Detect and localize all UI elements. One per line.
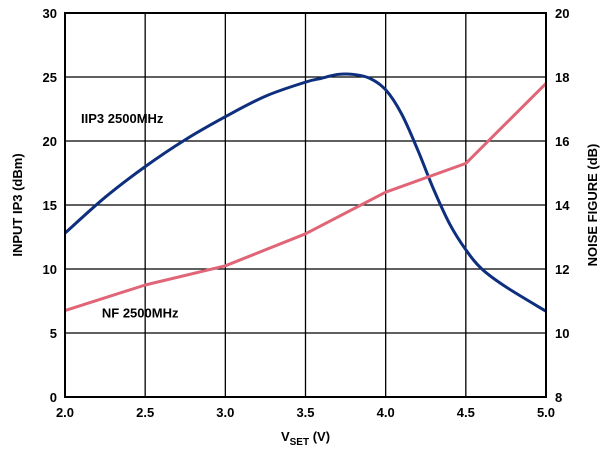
- y-right-tick-label: 14: [555, 198, 570, 213]
- y-axis-right-title: NOISE FIGURE (dB): [585, 144, 600, 267]
- y-right-tick-label: 8: [555, 390, 562, 405]
- y-left-tick-label: 0: [50, 390, 57, 405]
- y-right-tick-label: 16: [555, 134, 569, 149]
- grid: [65, 13, 546, 397]
- y-left-tick-label: 30: [43, 6, 57, 21]
- y-left-tick-label: 25: [43, 70, 57, 85]
- plot-frame: [64, 12, 547, 398]
- y-right-tick-label: 20: [555, 6, 569, 21]
- y-left-tick-label: 15: [43, 198, 57, 213]
- x-tick-label: 4.0: [377, 405, 395, 420]
- x-tick-label: 3.5: [296, 405, 314, 420]
- y-right-tick-label: 18: [555, 70, 569, 85]
- y-right-tick-label: 10: [555, 326, 569, 341]
- x-axis-title-sub: SET: [290, 437, 309, 448]
- x-tick-label: 2.5: [136, 405, 154, 420]
- x-axis-title-main: V: [281, 429, 290, 444]
- x-tick-label: 4.5: [457, 405, 475, 420]
- series-label-iip3: IIP3 2500MHz: [81, 111, 164, 126]
- x-tick-label: 2.0: [56, 405, 74, 420]
- y-left-tick-label: 20: [43, 134, 57, 149]
- x-axis-title-unit: (V): [309, 429, 330, 444]
- tick-labels: 2.0 2.5 3.0 3.5 4.0 4.5 5.0 0 5 10 15 20 25 30 8 10 12 14…: [43, 6, 571, 420]
- series-label-nf: NF 2500MHz: [102, 306, 179, 321]
- x-tick-label: 5.0: [537, 405, 555, 420]
- x-tick-label: 3.0: [216, 405, 234, 420]
- series-line-iip3: [64, 72, 547, 313]
- y-right-tick-label: 12: [555, 262, 569, 277]
- series-layer: [64, 72, 548, 313]
- y-left-tick-label: 10: [43, 262, 57, 277]
- x-axis-title: VSET (V): [281, 429, 330, 448]
- y-axis-left-title: INPUT IP3 (dBm): [10, 153, 25, 256]
- y-left-tick-label: 5: [50, 326, 57, 341]
- series-line-nf: [64, 82, 548, 313]
